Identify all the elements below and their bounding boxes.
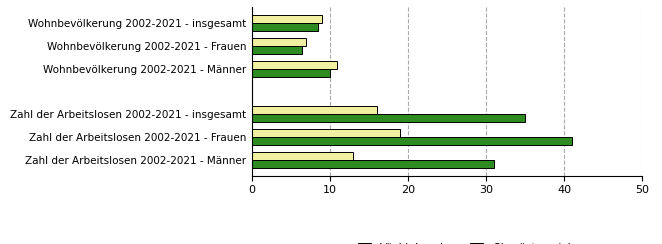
Bar [252,15,322,23]
Bar [252,69,330,77]
Legend: Vöcklabruck, Oberösterreich: Vöcklabruck, Oberösterreich [354,238,579,244]
Bar [252,137,572,145]
Bar [252,46,303,54]
Bar [252,129,400,137]
Bar [252,61,338,69]
Bar [252,106,377,114]
Bar [252,152,353,160]
Bar [252,160,494,168]
Bar [252,23,318,31]
Bar [252,38,307,46]
Bar [252,114,525,122]
